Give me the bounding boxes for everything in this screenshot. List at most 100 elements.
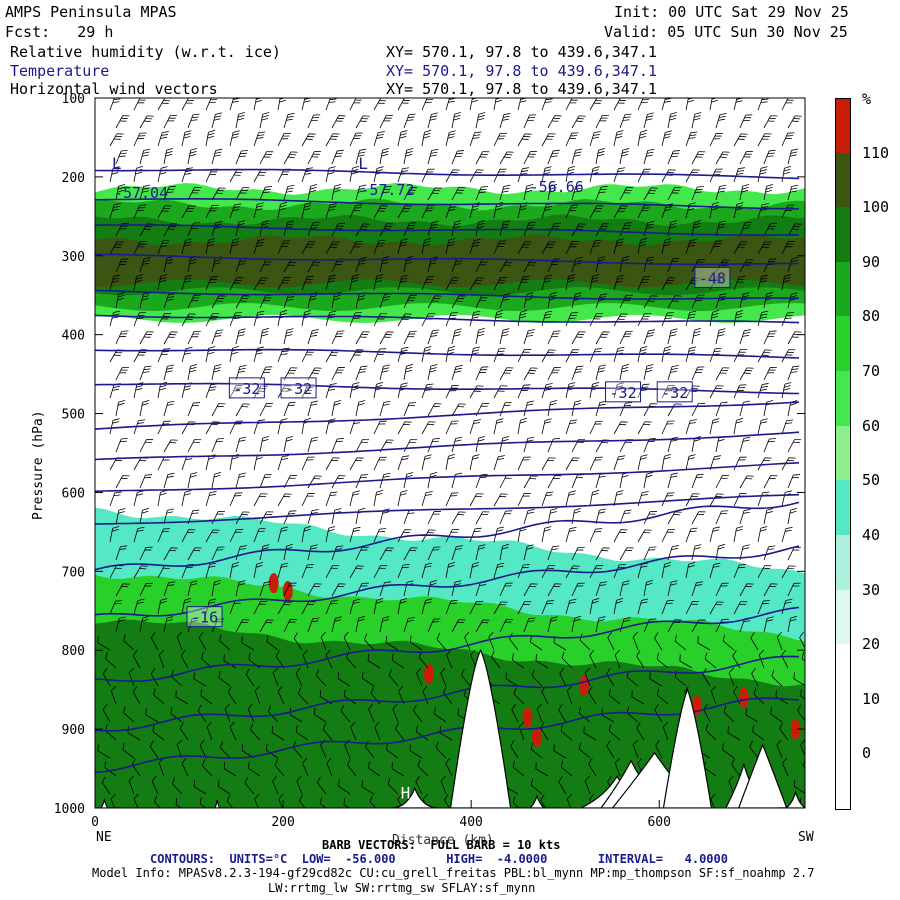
wind-barb-feather (328, 526, 336, 529)
wind-barb-feather (284, 493, 292, 495)
wind-barb-shaft (733, 241, 742, 255)
wind-barb-feather (193, 779, 196, 787)
wind-barb-feather (575, 120, 583, 122)
wind-barb-feather (112, 313, 120, 316)
wind-barb-feather (722, 151, 730, 153)
wind-barb-feather (447, 456, 455, 460)
wind-barb-feather (332, 565, 340, 567)
wind-barb-feather (625, 294, 633, 296)
wind-barb (691, 219, 702, 237)
wind-barb-shaft (643, 258, 648, 273)
wind-barb (187, 113, 200, 129)
wind-barb-feather (255, 208, 263, 211)
wind-barb (181, 597, 192, 615)
wind-barb-feather (256, 313, 264, 316)
wind-barb-feather (113, 246, 121, 248)
wind-barb-feather (355, 568, 363, 570)
wind-barb (661, 420, 675, 435)
wind-barb-shaft (259, 438, 263, 453)
wind-barb (523, 509, 535, 525)
wind-barb-shaft (691, 619, 700, 633)
wind-barb-feather (746, 151, 754, 153)
wind-barb (387, 777, 399, 795)
wind-barb-feather (501, 438, 509, 442)
wind-barb-shaft (133, 492, 138, 507)
wind-barb-feather (574, 151, 582, 154)
wind-barb-feather (337, 477, 344, 479)
wind-barb (565, 490, 576, 507)
wind-barb-feather (743, 156, 751, 158)
wind-barb-shaft (418, 656, 429, 669)
wind-barb-shaft (145, 714, 159, 723)
wind-barb-feather (190, 583, 198, 586)
wind-barb (331, 583, 346, 597)
wind-barb-shaft (547, 294, 551, 309)
wind-barb-feather (161, 242, 169, 245)
wind-barb-feather (425, 210, 433, 212)
wind-barb-feather (713, 526, 720, 529)
wind-barb-shaft (344, 744, 351, 759)
wind-barb-feather (211, 532, 219, 534)
wind-barb-shaft (509, 638, 519, 651)
wind-barb-shaft (499, 438, 503, 453)
wind-barb-feather (311, 620, 319, 623)
wind-barb (643, 112, 654, 129)
wind-barb (619, 148, 630, 165)
wind-barb-shaft (229, 98, 235, 111)
wind-barb-feather (257, 282, 265, 284)
wind-barb-feather (505, 510, 513, 512)
wind-barb-feather (115, 244, 123, 246)
wind-barb-shaft (571, 186, 576, 201)
wind-barb-feather (529, 586, 537, 588)
wind-barb-feather (335, 263, 342, 266)
wind-barb-feather (427, 424, 435, 426)
wind-barb-feather (715, 496, 723, 498)
wind-barb-shaft (469, 420, 475, 435)
wind-barb-shaft (349, 276, 353, 291)
wind-barb-feather (259, 603, 266, 605)
wind-barb (715, 582, 729, 597)
wind-barb-feather (145, 333, 153, 336)
wind-barb (109, 526, 120, 543)
wind-barb-feather (314, 367, 322, 369)
wind-barb-feather (408, 333, 416, 335)
wind-barb-feather (496, 529, 504, 532)
wind-barb-feather (520, 281, 528, 283)
wind-barb-feather (190, 580, 198, 583)
wind-barb-feather (116, 133, 124, 135)
wind-barb (133, 565, 148, 579)
wind-barb-feather (625, 189, 632, 191)
wind-barb (235, 545, 247, 561)
wind-barb (235, 403, 250, 417)
wind-barb-feather (168, 117, 176, 119)
wind-barb-feather (167, 472, 175, 475)
wind-barb-shaft (163, 331, 172, 345)
wind-barb-shaft (806, 133, 810, 146)
wind-barb-feather (621, 258, 629, 262)
wind-barb-shaft (325, 204, 331, 219)
wind-barb (259, 151, 274, 165)
wind-barb-feather (320, 631, 326, 638)
wind-barb (374, 721, 381, 741)
wind-barb-shaft (298, 693, 309, 705)
wind-barb-feather (141, 402, 149, 406)
wind-barb-feather (665, 602, 673, 605)
wind-barb-shaft (392, 708, 399, 723)
wind-barb-feather (212, 421, 220, 423)
wind-barb-feather (383, 472, 391, 475)
wind-barb (211, 579, 221, 597)
wind-barb (349, 490, 360, 507)
wind-barb-feather (166, 475, 174, 478)
wind-barb-feather (646, 364, 654, 367)
wind-barb-shaft (710, 798, 717, 808)
wind-barb-feather (593, 242, 601, 245)
wind-barb (198, 632, 207, 651)
wind-barb-shaft (181, 529, 189, 543)
wind-barb-feather (688, 454, 696, 457)
wind-barb-feather (191, 619, 198, 622)
wind-barb-shaft (499, 619, 507, 633)
wind-barb-feather (401, 210, 409, 212)
wind-barb-feather (184, 597, 192, 601)
wind-barb-feather (448, 241, 455, 244)
wind-barb-feather (308, 241, 316, 243)
